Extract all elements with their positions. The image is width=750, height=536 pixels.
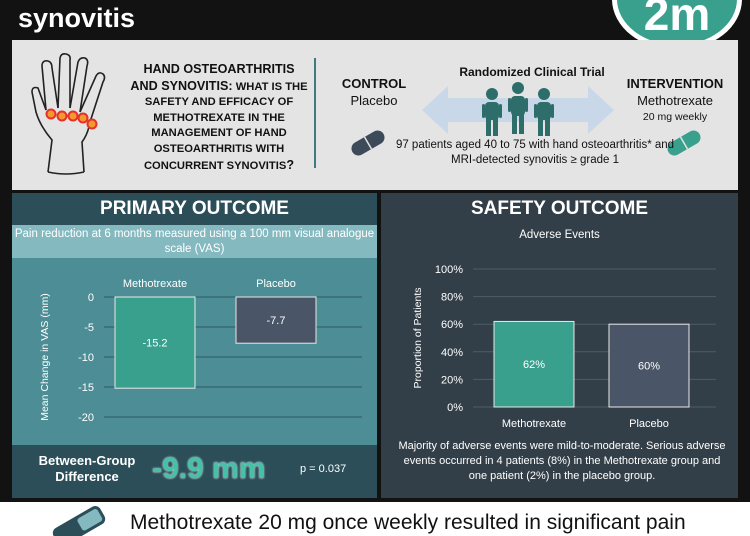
methotrexate-pill-icon [667, 130, 701, 156]
difference-value: -9.9 mm [152, 452, 266, 485]
trial-summary-panel: Hand osteoarthritis and synovitis: what … [12, 40, 738, 190]
y-tick-label: 60% [441, 319, 463, 331]
control-arm: CONTROL Placebo [328, 76, 420, 108]
y-tick-label: 0% [447, 402, 463, 414]
primary-outcome-heading: PRIMARY OUTCOME [12, 193, 377, 225]
y-axis-label: Proportion of Patients [412, 288, 424, 389]
category-label: Methotrexate [502, 418, 566, 430]
y-axis-label: Mean Change in VAS (mm) [39, 293, 51, 421]
safety-outcome-chart: 0% 20% 40% 60% 80% 100% Proportion of Patients… [412, 264, 716, 430]
data-label: 62% [523, 359, 545, 371]
hand-icon [31, 53, 106, 175]
trial-population: 97 patients aged 40 to 75 with hand oste… [395, 139, 675, 166]
y-tick-label: -15 [78, 382, 94, 394]
category-label: Placebo [256, 278, 296, 290]
conclusion-text: Methotrexate 20 mg once weekly resulted … [130, 511, 686, 534]
y-tick-label: -20 [78, 412, 94, 424]
intervention-arm: INTERVENTION Methotrexate 20 mg weekly [620, 76, 730, 123]
safety-outcome-subtitle: Adverse Events [519, 229, 600, 241]
primary-outcome-subtitle: Pain reduction at 6 months measured usin… [12, 225, 377, 258]
intervention-label: Methotrexate [637, 93, 713, 108]
question-body: what is the safety and efficacy of metho… [143, 80, 308, 172]
between-group-difference: Between-Group Difference -9.9 mm p = 0.0… [12, 445, 377, 498]
divider [314, 58, 316, 168]
logo-text: 2m [643, 0, 711, 40]
placebo-pill-icon [351, 130, 385, 156]
conclusion-banner: Methotrexate 20 mg once weekly resulted … [0, 502, 750, 536]
y-tick-label: 0 [88, 292, 94, 304]
safety-outcome-heading: SAFETY OUTCOME [381, 193, 738, 225]
category-label: Placebo [629, 418, 669, 430]
y-tick-label: 40% [441, 347, 463, 359]
bar-methotrexate [114, 296, 196, 389]
bar-placebo [235, 296, 317, 344]
y-tick-label: 100% [435, 264, 463, 276]
p-value: p = 0.037 [300, 463, 347, 475]
randomization-arrows-icon [422, 82, 614, 136]
difference-label: Between-Group Difference [38, 453, 136, 484]
intervention-dose: 20 mg weekly [642, 111, 708, 123]
category-label: Methotrexate [123, 278, 187, 290]
y-tick-label: 20% [441, 374, 463, 386]
safety-outcome-panel: Adverse Events 0% 20% 40% 60% 80% 100% Proport… [381, 225, 738, 498]
control-label: Placebo [350, 93, 398, 108]
y-tick-label: -5 [84, 322, 94, 334]
data-label: -15.2 [142, 338, 167, 350]
control-heading: CONTROL [341, 76, 407, 91]
bar-methotrexate [493, 320, 575, 408]
y-tick-label: 80% [441, 292, 463, 304]
intervention-heading: INTERVENTION [626, 76, 724, 91]
primary-outcome-chart-panel: 0 -5 -10 -15 -20 Mean Change in VAS (mm) -15.2… [12, 258, 377, 445]
trial-design: Randomized Clinical Trial [459, 65, 605, 79]
question-lead: Hand osteoarthritis and synovitis: [130, 62, 295, 93]
pill-icon [52, 506, 106, 536]
research-question: Hand osteoarthritis and synovitis: what … [130, 62, 308, 174]
data-label: -7.7 [267, 315, 286, 327]
bar-placebo [608, 323, 690, 408]
safety-note: Majority of adverse events were mild-to-… [398, 440, 726, 482]
y-tick-label: -10 [78, 352, 94, 364]
page-title: synovitis [18, 3, 136, 33]
question-mark: ? [286, 157, 295, 172]
data-label: 60% [638, 361, 660, 373]
primary-outcome-chart: 0 -5 -10 -15 -20 Mean Change in VAS (mm) -15.2… [39, 278, 362, 424]
